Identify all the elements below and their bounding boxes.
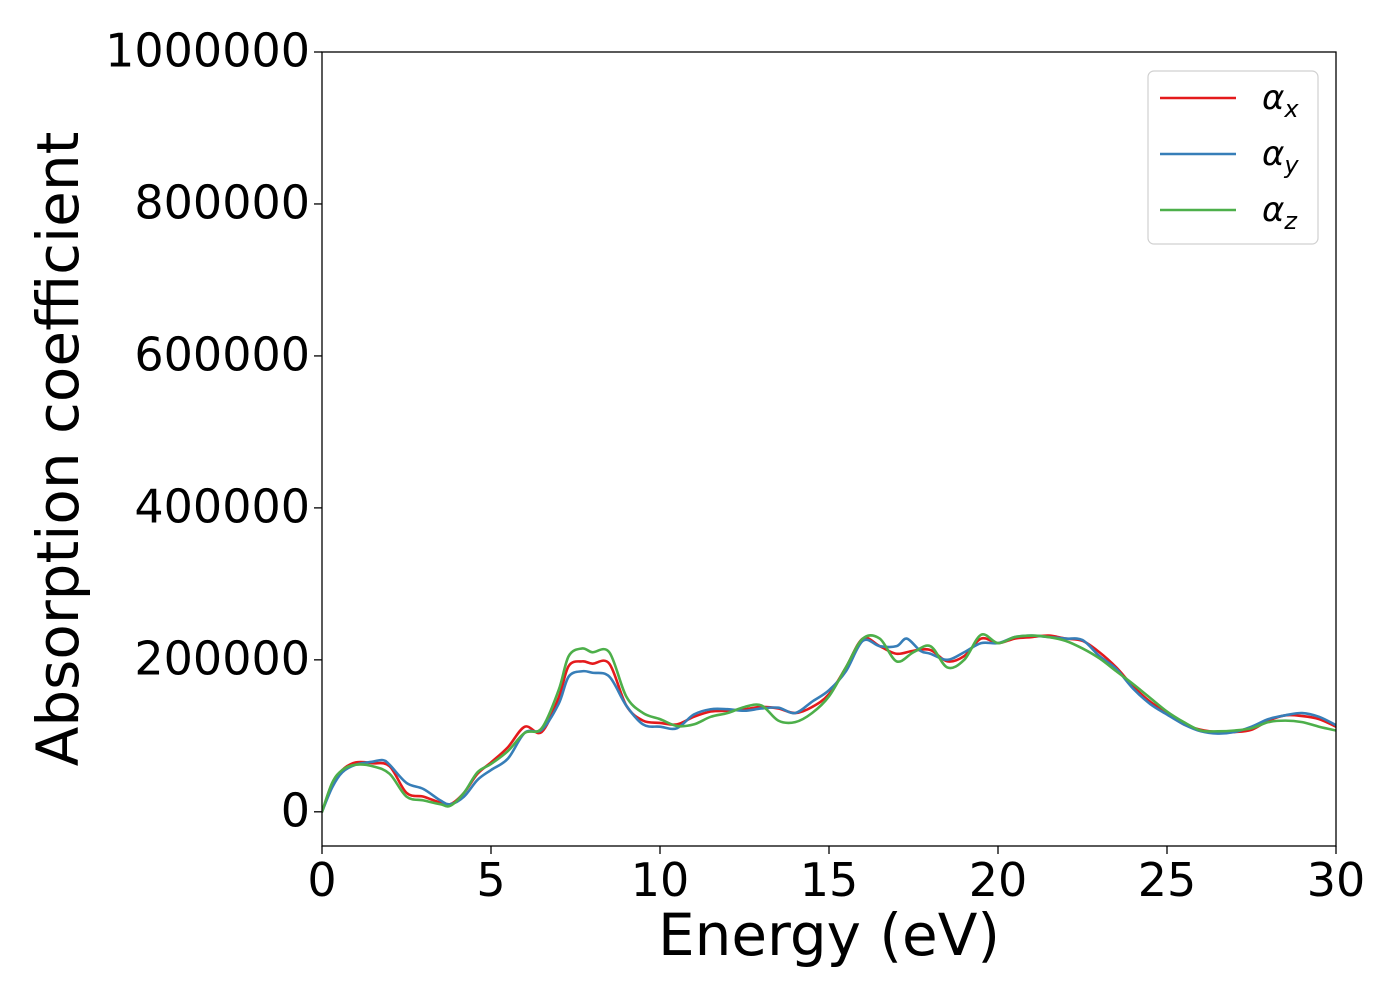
- x-tick-label: 5: [476, 853, 505, 907]
- y-tick-label: 600000: [134, 327, 310, 381]
- legend-label: αx: [1262, 78, 1299, 123]
- x-tick-label: 25: [1138, 853, 1197, 907]
- x-tick-label: 30: [1307, 853, 1366, 907]
- legend-box: [1147, 70, 1319, 245]
- x-axis-title: Energy (eV): [658, 901, 1000, 969]
- series-line-z: [322, 633, 1336, 814]
- x-tick-label: 20: [969, 853, 1028, 907]
- axes: 0 5 10 15 20 25 30 0 200000 400000 600000 800000 100…: [105, 24, 1365, 908]
- y-tick-label: 0: [281, 783, 310, 837]
- series-lines: [322, 633, 1336, 814]
- legend-label: αz: [1262, 190, 1298, 235]
- legend: αx αy αz: [1147, 70, 1319, 245]
- legend-item-y: αy: [1160, 134, 1299, 179]
- y-tick-label: 400000: [134, 479, 310, 533]
- plot-area: [322, 633, 1336, 814]
- series-line-y: [322, 634, 1336, 814]
- legend-item-z: αz: [1160, 190, 1298, 235]
- x-tick-label: 10: [631, 853, 690, 907]
- legend-item-x: αx: [1160, 78, 1299, 123]
- legend-label: αy: [1262, 134, 1299, 179]
- x-tick-label: 15: [800, 853, 859, 907]
- x-tick-label: 0: [307, 853, 336, 907]
- y-tick-label: 800000: [134, 175, 310, 229]
- y-tick-label: 200000: [134, 631, 310, 685]
- y-tick-label: 1000000: [105, 24, 310, 78]
- y-axis-title: Absorption coefficient: [24, 132, 92, 767]
